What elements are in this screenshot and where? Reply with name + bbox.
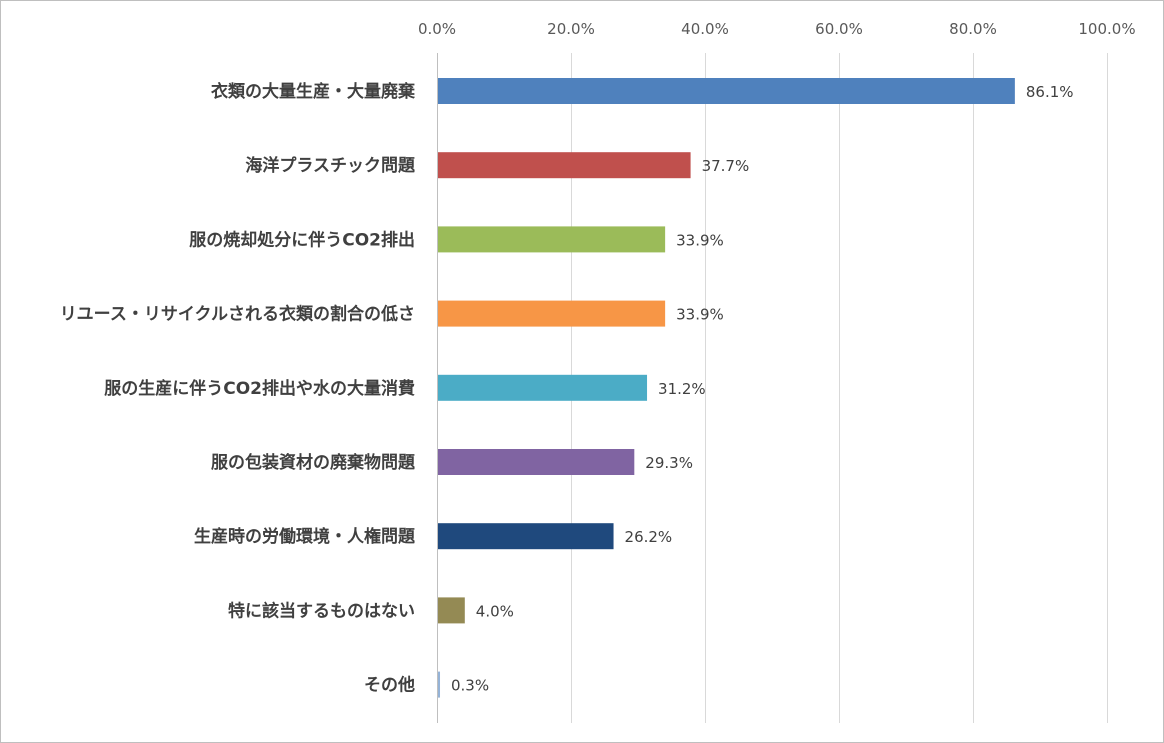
data-label: 0.3% — [451, 677, 489, 695]
category-label: リユース・リサイクルされる衣類の割合の低さ — [60, 304, 415, 325]
data-label: 86.1% — [1026, 83, 1074, 101]
bar — [438, 300, 666, 327]
category-label: 服の焼却処分に伴うCO2排出 — [189, 229, 415, 250]
data-label: 29.3% — [645, 454, 693, 472]
category-label: その他 — [364, 675, 415, 696]
bar — [438, 78, 1015, 104]
bar — [438, 226, 666, 253]
bars — [438, 78, 1015, 698]
x-axis-ticks: 0.0% 20.0% 40.0% 60.0% 80.0% 100.0% — [418, 20, 1136, 38]
data-label: 33.9% — [676, 306, 724, 324]
category-label: 衣類の大量生産・大量廃棄 — [211, 81, 416, 102]
category-label: 服の生産に伴うCO2排出や水の大量消費 — [104, 378, 415, 399]
x-tick-label: 20.0% — [547, 20, 595, 38]
data-label: 33.9% — [676, 231, 724, 249]
x-tick-label: 80.0% — [949, 20, 997, 38]
category-label: 海洋プラスチック問題 — [245, 155, 416, 176]
data-label: 37.7% — [702, 157, 750, 175]
x-tick-label: 60.0% — [815, 20, 863, 38]
category-label: 特に該当するものはない — [228, 600, 415, 621]
x-tick-label: 40.0% — [681, 20, 729, 38]
category-label: 服の包装資材の廃棄物問題 — [211, 452, 416, 473]
bar — [438, 671, 441, 698]
category-labels: 衣類の大量生産・大量廃棄海洋プラスチック問題服の焼却処分に伴うCO2排出リユース… — [60, 81, 416, 696]
bar — [438, 449, 635, 475]
x-tick-label: 100.0% — [1078, 20, 1135, 38]
x-tick-label: 0.0% — [418, 20, 456, 38]
bar — [438, 597, 465, 624]
data-label: 26.2% — [625, 528, 673, 546]
data-labels: 86.1% 37.7% 33.9% 33.9% 31.2% 29.3% 26.2% 4.0% 0… — [451, 83, 1074, 695]
bar — [438, 152, 691, 179]
category-label: 生産時の労働環境・人権問題 — [194, 526, 416, 547]
data-label: 4.0% — [476, 602, 514, 620]
data-label: 31.2% — [658, 380, 706, 398]
bar — [438, 374, 648, 401]
bar — [438, 523, 614, 550]
